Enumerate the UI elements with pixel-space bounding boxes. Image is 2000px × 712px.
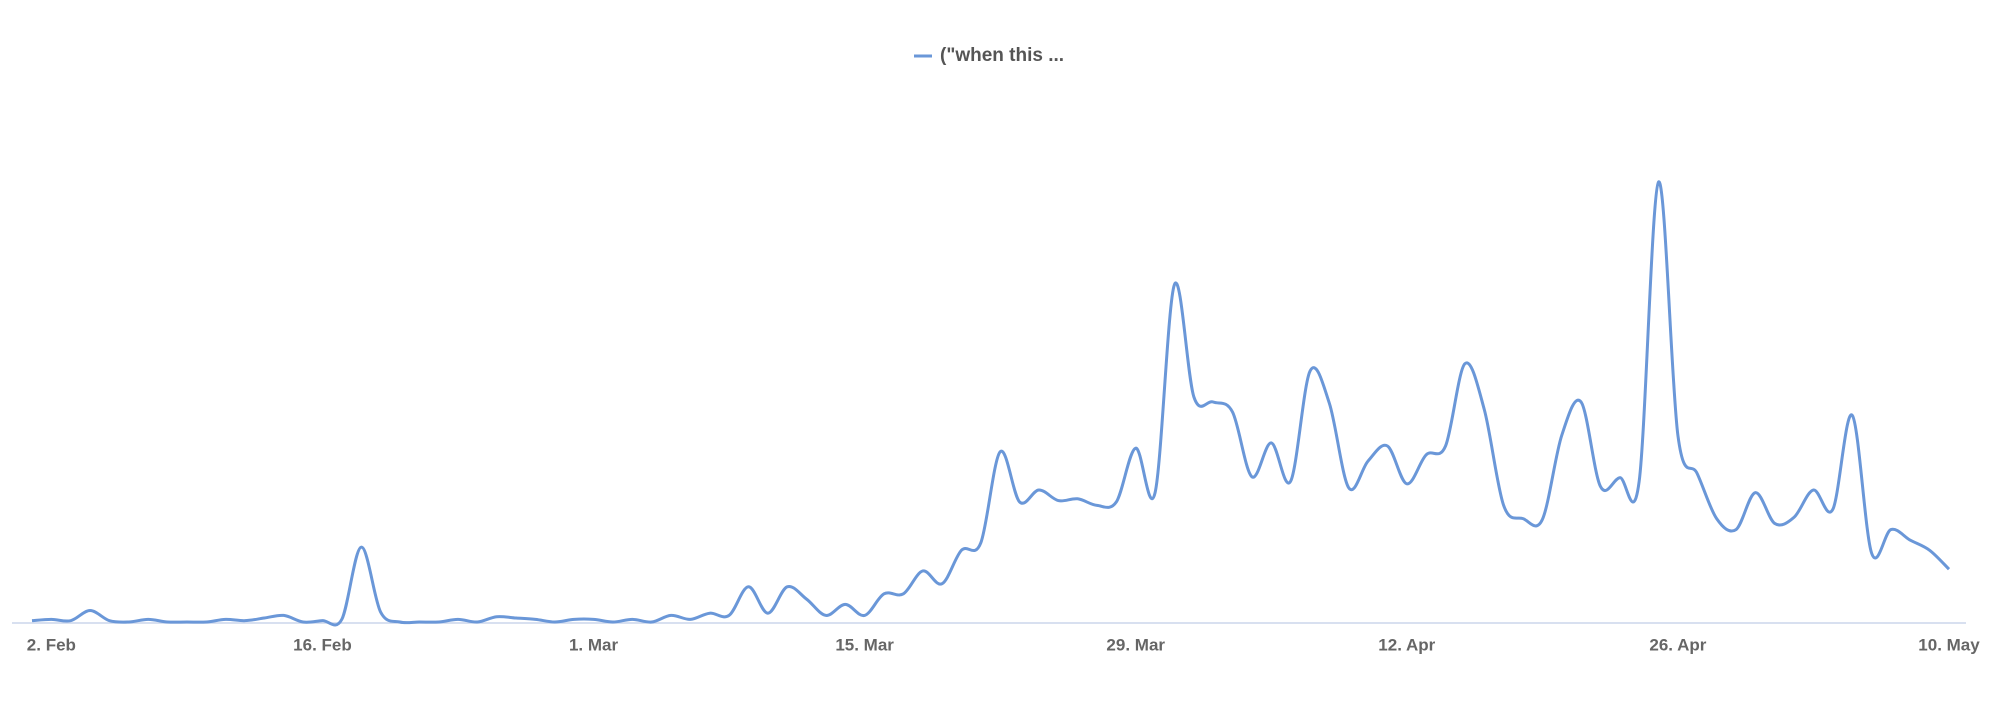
x-tick-label: 29. Mar	[1106, 635, 1165, 654]
x-tick-label: 16. Feb	[293, 635, 352, 654]
x-tick-label: 1. Mar	[569, 635, 619, 654]
x-tick-label: 26. Apr	[1649, 635, 1706, 654]
data-line	[31, 180, 1951, 627]
legend-label: ("when this ...	[940, 45, 1064, 66]
x-tick-label: 12. Apr	[1378, 635, 1435, 654]
x-tick-label: 10. May	[1918, 635, 1980, 654]
x-tick-label: 2. Feb	[27, 635, 76, 654]
x-tick-label: 15. Mar	[835, 635, 894, 654]
